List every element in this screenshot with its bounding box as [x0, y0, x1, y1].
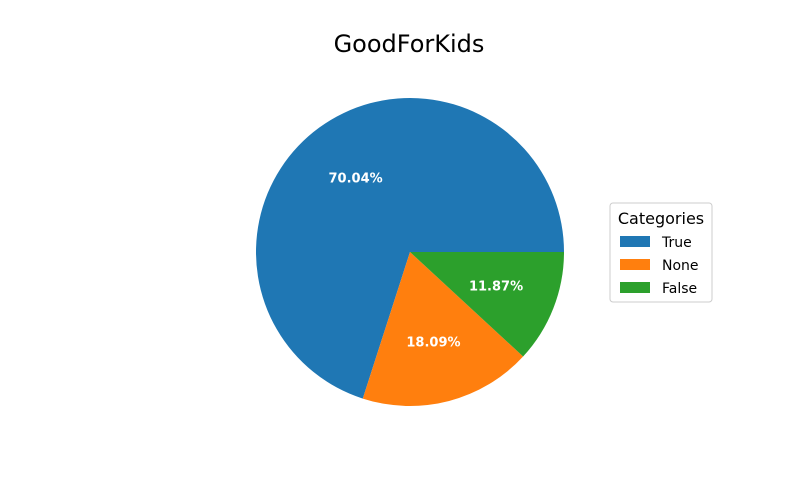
legend-swatch-true	[620, 236, 650, 247]
legend-label-true: True	[661, 235, 692, 251]
legend-swatch-false	[620, 282, 650, 293]
legend-title: Categories	[618, 209, 704, 228]
pie-slice-true	[255, 98, 564, 399]
chart-title: GoodForKids	[334, 30, 485, 58]
legend-swatch-none	[620, 259, 650, 270]
legend-label-none: None	[662, 258, 699, 274]
legend: Categories True None False	[609, 202, 713, 303]
pie-slices	[255, 98, 564, 406]
legend-label-false: False	[662, 281, 697, 297]
pie-slice-false	[410, 252, 564, 357]
legend-entries: True None False	[620, 235, 699, 297]
pie-slice-label-none: 18.09%	[406, 335, 460, 350]
legend-frame	[609, 202, 713, 303]
pie-slice-label-false: 11.87%	[469, 280, 523, 295]
pie-slice-none	[362, 252, 524, 406]
pie-slice-labels: 70.04% 18.09% 11.87%	[329, 171, 524, 350]
pie-slice-label-true: 70.04%	[329, 171, 383, 186]
